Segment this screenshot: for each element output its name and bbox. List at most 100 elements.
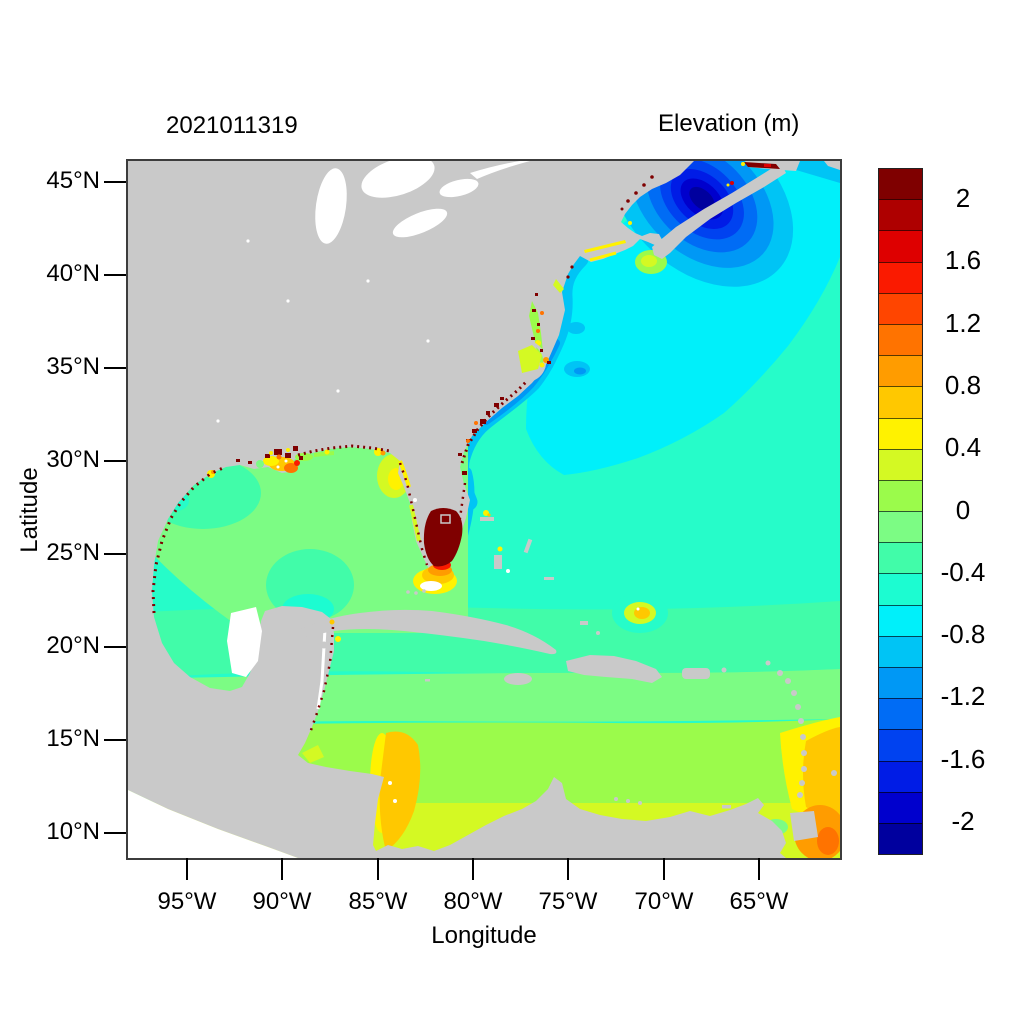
minas-yellow-dot — [741, 162, 745, 166]
colorbar-segment — [879, 261, 922, 293]
colorbar-segment — [879, 292, 922, 324]
x-tick-mark — [663, 858, 665, 880]
colorbar-segment — [879, 323, 922, 356]
se-bahamas-gold-core — [634, 607, 650, 619]
coastal-yellow-dot — [286, 448, 290, 452]
y-tick-label: 20°N — [46, 632, 100, 659]
bahamas-gold-dot — [487, 513, 491, 517]
colorbar-tick-label: -2 — [951, 805, 975, 836]
lake-okeechobee-outline — [440, 514, 451, 524]
colorbar-tick-label: 1.2 — [944, 307, 982, 338]
y-tick-mark — [104, 460, 126, 462]
colorbar-segment — [879, 573, 922, 605]
newfoundland-corner — [824, 161, 840, 170]
bahamas-bank-turquoise — [468, 554, 558, 598]
y-tick-mark — [104, 646, 126, 648]
colorbar-segment — [879, 542, 922, 574]
colorbar-tick-label: 0.8 — [944, 369, 982, 400]
hatteras-yellow-dot — [539, 362, 545, 368]
louisiana-delta-patches — [256, 453, 313, 473]
cayman — [425, 679, 430, 682]
y-tick-label: 35°N — [46, 353, 100, 380]
y-tick-mark — [104, 367, 126, 369]
colorbar-title: Elevation (m) — [658, 110, 800, 137]
colorbar-segment — [879, 199, 922, 231]
x-tick-label: 70°W — [634, 888, 694, 915]
colorbar-segment — [879, 698, 922, 730]
colorbar-segment — [879, 448, 922, 480]
colorbar-segment — [879, 230, 922, 262]
x-tick-label: 95°W — [157, 888, 217, 915]
colorbar-segment — [879, 729, 922, 761]
colorbar-segment — [879, 604, 922, 636]
lesser-antilles-chain — [721, 660, 837, 798]
coastal-high-speckles — [151, 175, 654, 734]
x-tick-mark — [186, 858, 188, 880]
x-tick-label: 90°W — [252, 888, 312, 915]
margarita — [722, 805, 731, 809]
land-north-central-south-america — [128, 161, 786, 858]
y-tick-mark — [104, 181, 126, 183]
y-tick-label: 30°N — [46, 446, 100, 473]
miskito-cay — [388, 781, 392, 785]
x-tick-label: 85°W — [348, 888, 408, 915]
great-lakes — [216, 161, 530, 423]
map-plot-area — [126, 159, 842, 860]
coastal-orange-dot — [466, 439, 470, 443]
colorbar-segment — [879, 791, 922, 823]
puerto-rico — [682, 668, 710, 679]
colorbar-tick-label: -1.2 — [940, 681, 986, 712]
x-tick-mark — [758, 858, 760, 880]
y-tick-label: 25°N — [46, 539, 100, 566]
coastal-yellow-dot — [269, 451, 273, 455]
colorbar-segment — [879, 822, 922, 855]
y-tick-label: 15°N — [46, 725, 100, 752]
cozumel-yellow-dot — [335, 636, 341, 642]
nicaragua-gold-patch — [379, 731, 421, 851]
cape-cod-yellowgreen-core — [641, 255, 657, 267]
colorbar-segment — [879, 355, 922, 387]
isla-juventud — [320, 641, 328, 649]
y-tick-label: 45°N — [46, 167, 100, 194]
trinidad — [790, 811, 818, 841]
y-tick-label: 10°N — [46, 818, 100, 845]
bahamas-white-speck — [636, 607, 640, 611]
coastal-orange-dot — [474, 421, 478, 425]
colorbar-tick-label: 0 — [955, 494, 971, 525]
offshore-blue-blob — [567, 322, 585, 334]
colorbar-segment — [879, 511, 922, 543]
boston-yellow-dot — [628, 221, 632, 225]
x-tick-label: 65°W — [729, 888, 789, 915]
bahamas-yellow-dot — [497, 546, 503, 552]
coastal-orange-dot — [540, 311, 544, 315]
colorbar-segment — [879, 386, 922, 418]
top-right-blue-strip — [788, 161, 840, 183]
x-tick-mark — [377, 858, 379, 880]
gulf-honduras-yellow — [302, 745, 324, 763]
delaware-bay-water — [553, 279, 564, 293]
plot-datetime-title: 2021011319 — [166, 112, 298, 139]
pacific-no-data — [128, 790, 298, 858]
offshore-blue-blob-core — [574, 367, 586, 375]
x-tick-label: 80°W — [443, 888, 503, 915]
cuba — [301, 609, 557, 655]
bahamas-white-speck — [506, 569, 510, 573]
colorbar-tick-label: 0.4 — [944, 432, 982, 463]
campeche-bank-no-data — [227, 607, 262, 677]
colorbar-segment — [879, 479, 922, 512]
colorbar-tick-label: -0.4 — [940, 556, 986, 587]
coastal-orange-dot — [276, 454, 282, 460]
colorbar-tick-label: 2 — [955, 183, 971, 214]
abc-islands — [614, 797, 642, 805]
hispaniola — [566, 655, 662, 683]
antilles-east-gold — [803, 727, 840, 821]
x-tick-mark — [472, 858, 474, 880]
x-tick-label: 75°W — [538, 888, 598, 915]
long-island-yellow-strip — [584, 240, 626, 253]
long-island — [584, 243, 626, 258]
x-tick-mark — [567, 858, 569, 880]
cancun-gold-dot — [329, 619, 335, 625]
elevation-contour-map — [128, 161, 840, 858]
colorbar-tick-label: -0.8 — [940, 619, 986, 650]
